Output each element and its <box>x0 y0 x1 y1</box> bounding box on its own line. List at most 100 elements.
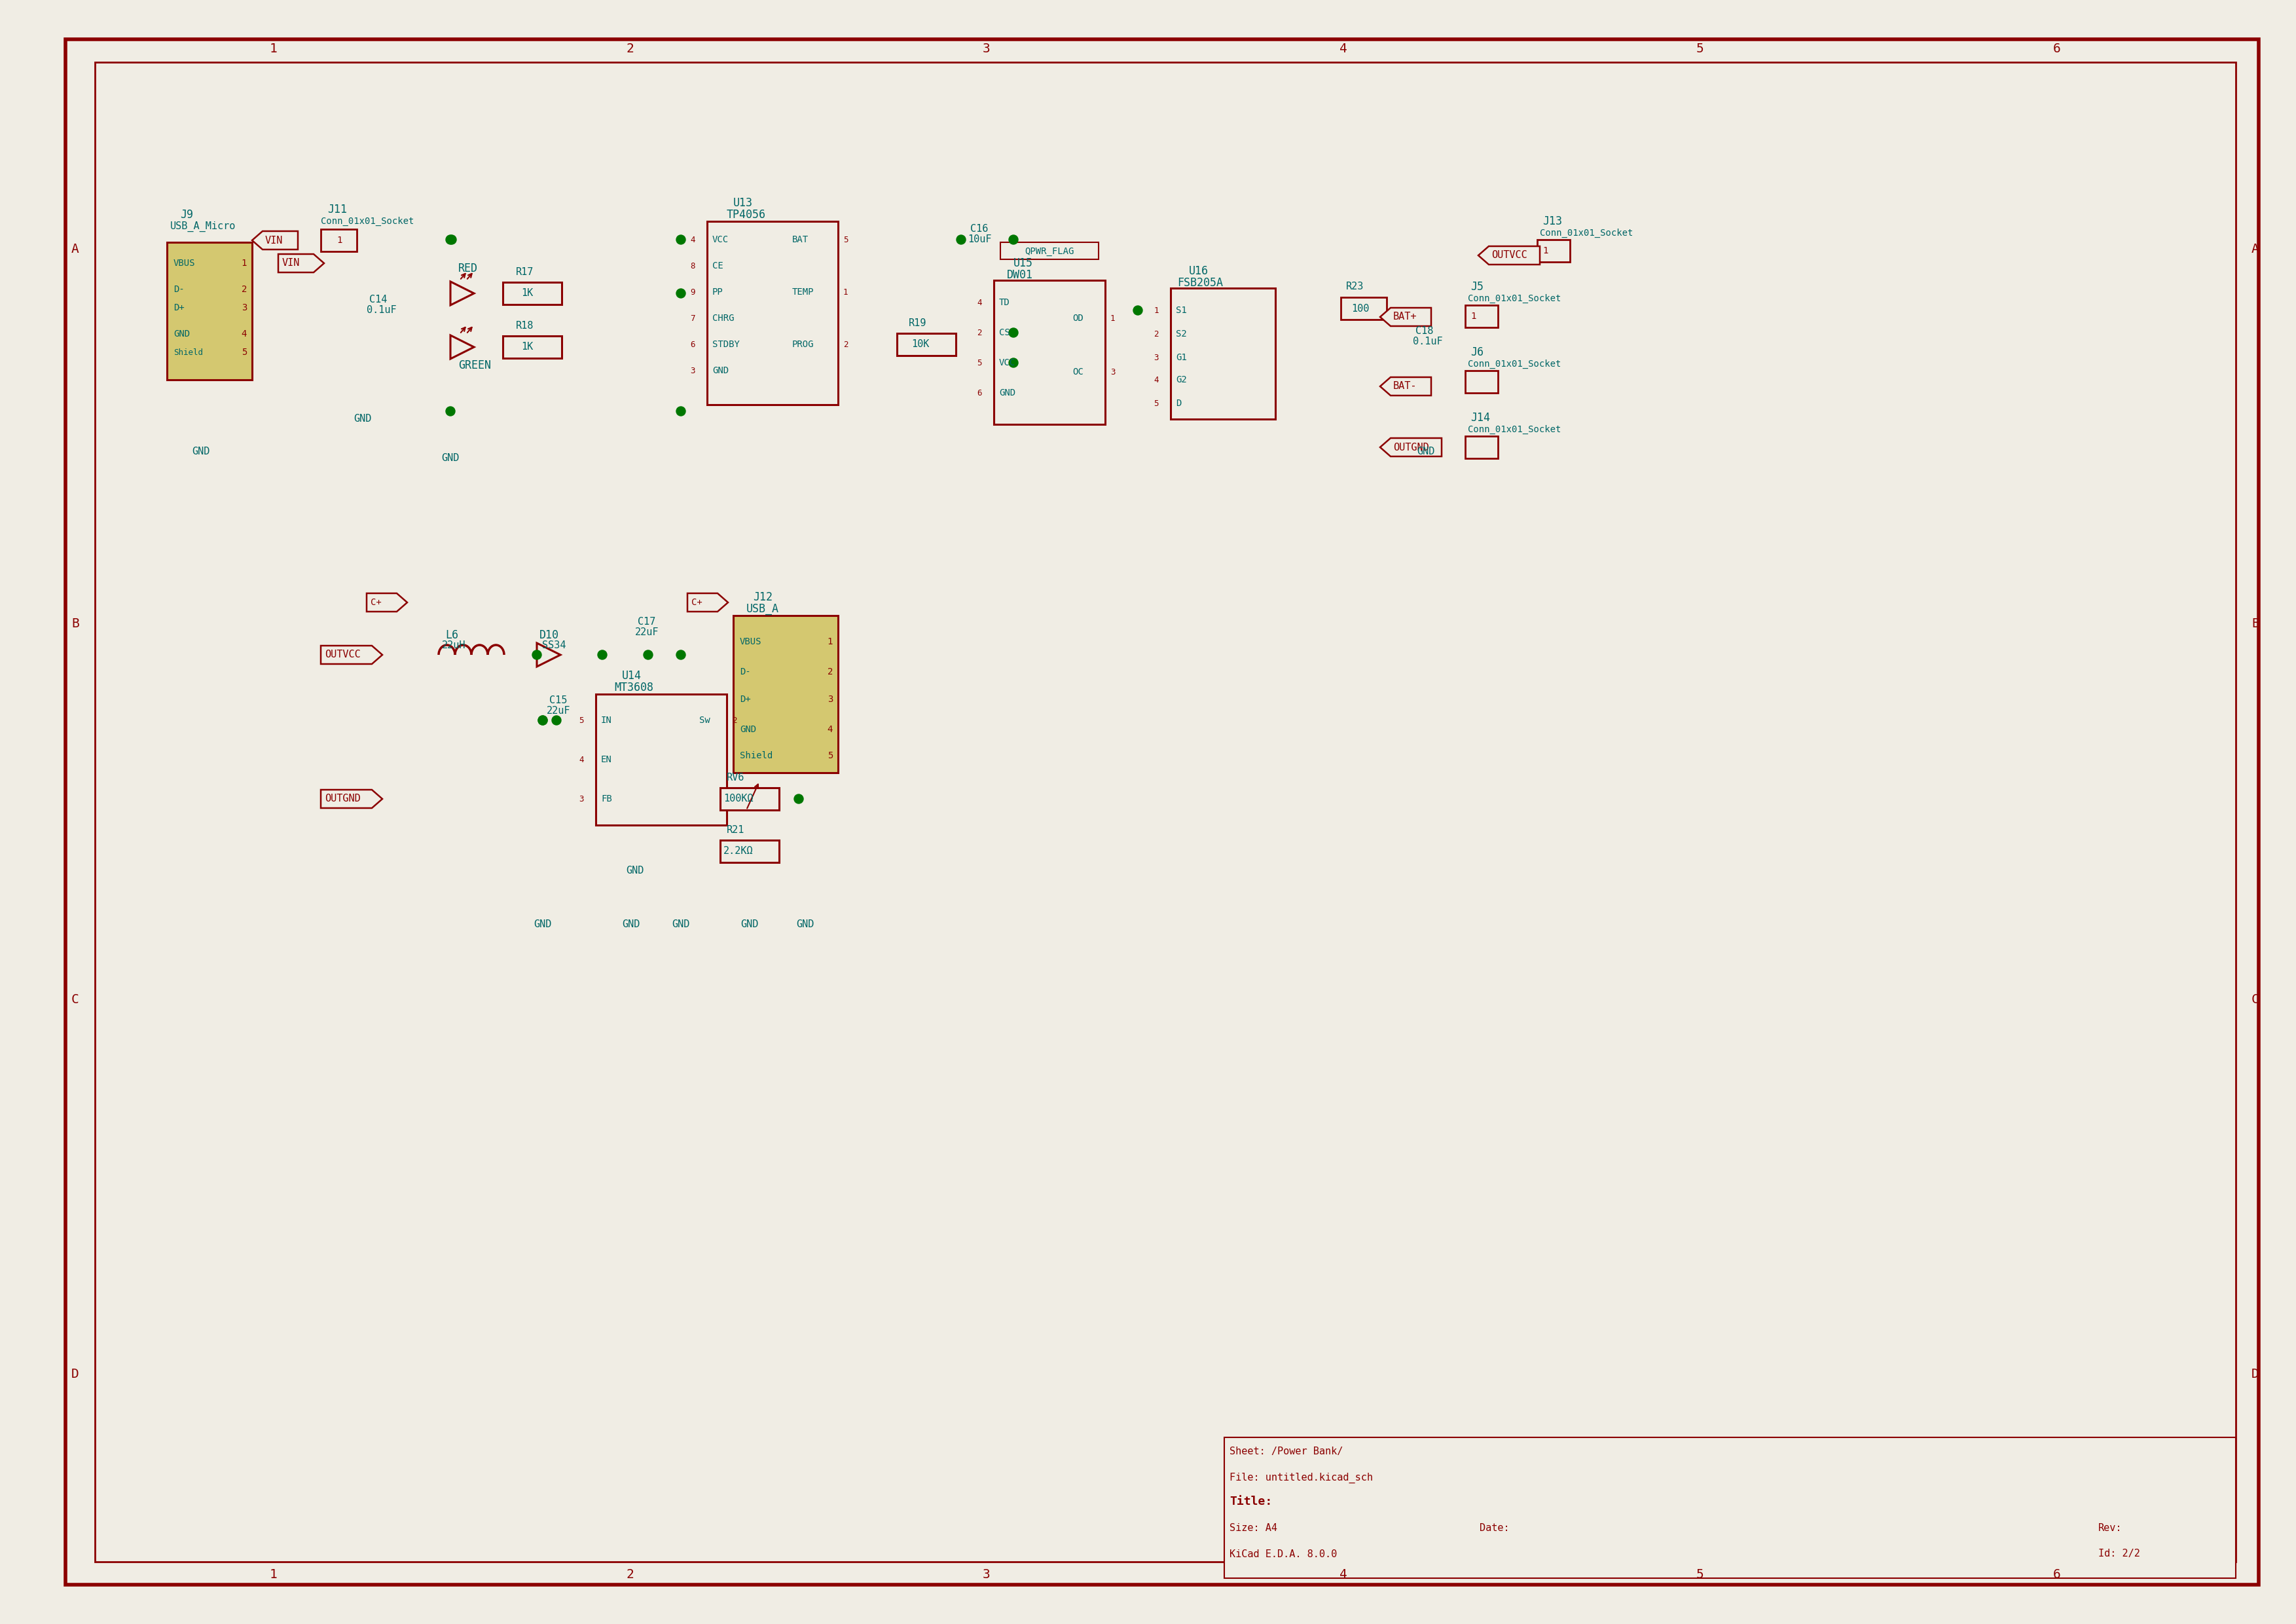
Text: 5: 5 <box>241 348 246 357</box>
Text: GND: GND <box>797 919 815 929</box>
Circle shape <box>1008 359 1017 367</box>
Text: BAT: BAT <box>792 235 808 244</box>
Text: GND: GND <box>533 919 551 929</box>
Circle shape <box>597 650 606 659</box>
Text: R23: R23 <box>1345 283 1364 292</box>
Text: J14: J14 <box>1469 412 1490 424</box>
Bar <box>1224 1437 2236 1579</box>
Text: 22uH: 22uH <box>441 641 466 651</box>
Text: GREEN: GREEN <box>459 359 491 372</box>
Text: 1: 1 <box>1543 247 1548 255</box>
Text: 100: 100 <box>1352 304 1368 313</box>
Text: Conn_01x01_Socket: Conn_01x01_Socket <box>1467 294 1561 304</box>
Circle shape <box>448 235 457 244</box>
Polygon shape <box>1380 309 1430 326</box>
Text: Sw: Sw <box>700 716 709 724</box>
Text: 1: 1 <box>269 42 278 55</box>
Text: GND: GND <box>622 919 641 929</box>
Polygon shape <box>253 231 298 250</box>
Text: D-: D- <box>174 284 184 294</box>
Text: CS: CS <box>999 328 1010 338</box>
Text: OUTGND: OUTGND <box>324 794 360 804</box>
Text: 2: 2 <box>843 339 847 349</box>
Text: GND: GND <box>627 866 643 875</box>
Text: 10K: 10K <box>912 339 930 349</box>
Text: GND: GND <box>673 919 689 929</box>
Text: 4: 4 <box>1339 42 1348 55</box>
Circle shape <box>794 794 804 804</box>
Circle shape <box>537 716 546 724</box>
Text: USB_A: USB_A <box>746 603 778 615</box>
Polygon shape <box>537 643 560 666</box>
Text: 4: 4 <box>579 755 583 763</box>
Circle shape <box>677 235 687 244</box>
Text: D: D <box>2252 1367 2259 1380</box>
Text: D10: D10 <box>540 628 560 641</box>
Text: OUTGND: OUTGND <box>1394 442 1428 451</box>
Circle shape <box>1008 328 1017 338</box>
Text: GND: GND <box>193 447 209 456</box>
Text: KiCad E.D.A. 8.0.0: KiCad E.D.A. 8.0.0 <box>1231 1549 1336 1559</box>
Text: R17: R17 <box>517 266 533 276</box>
Text: GND: GND <box>354 414 372 424</box>
Text: J5: J5 <box>1469 281 1483 292</box>
Text: R18: R18 <box>517 320 533 330</box>
Text: D: D <box>1176 400 1182 408</box>
Polygon shape <box>450 281 473 305</box>
Text: Size: A4: Size: A4 <box>1231 1523 1277 1533</box>
Text: G1: G1 <box>1176 352 1187 362</box>
Circle shape <box>957 235 967 244</box>
Text: VBUS: VBUS <box>174 258 195 268</box>
Circle shape <box>537 716 546 724</box>
Text: 4: 4 <box>241 330 246 338</box>
Text: VBUS: VBUS <box>739 637 762 646</box>
Text: FSB205A: FSB205A <box>1178 278 1224 289</box>
Text: C15: C15 <box>549 695 567 705</box>
Text: CE: CE <box>712 261 723 271</box>
Bar <box>1538 240 1570 261</box>
Text: QPWR_FLAG: QPWR_FLAG <box>1024 247 1075 257</box>
Text: TEMP: TEMP <box>792 287 815 297</box>
Text: 5: 5 <box>1697 1569 1704 1582</box>
Text: G2: G2 <box>1176 375 1187 385</box>
Text: C17: C17 <box>638 617 657 627</box>
Circle shape <box>204 283 227 307</box>
Text: Sheet: /Power Bank/: Sheet: /Power Bank/ <box>1231 1447 1343 1457</box>
Polygon shape <box>687 593 728 612</box>
Text: 9: 9 <box>691 287 696 296</box>
Text: 2: 2 <box>1155 330 1159 338</box>
Text: 4: 4 <box>1155 375 1159 383</box>
Text: SS34: SS34 <box>542 641 567 651</box>
Text: 5: 5 <box>978 359 983 367</box>
Text: GND: GND <box>712 365 728 375</box>
Bar <box>898 333 955 356</box>
Text: 7: 7 <box>691 313 696 323</box>
Text: 1K: 1K <box>521 289 533 299</box>
Bar <box>168 242 253 380</box>
Text: 4: 4 <box>978 299 983 307</box>
Text: L6: L6 <box>445 628 459 641</box>
Text: OUTVCC: OUTVCC <box>324 650 360 659</box>
Text: 6: 6 <box>2053 1569 2062 1582</box>
Text: Shield: Shield <box>174 348 202 357</box>
Text: 0.1uF: 0.1uF <box>367 305 397 315</box>
Text: Title:: Title: <box>1231 1496 1272 1507</box>
Text: 6: 6 <box>691 339 696 349</box>
Text: 2: 2 <box>978 328 983 336</box>
Text: 4: 4 <box>827 724 833 734</box>
Text: A: A <box>2252 244 2259 255</box>
Text: CHRG: CHRG <box>712 313 735 323</box>
Circle shape <box>677 650 687 659</box>
Circle shape <box>677 289 687 297</box>
Text: BAT+: BAT+ <box>1394 312 1417 322</box>
Polygon shape <box>321 789 383 809</box>
Text: 22uF: 22uF <box>636 627 659 638</box>
Text: A: A <box>71 244 78 255</box>
Text: 3: 3 <box>691 367 696 375</box>
Text: RED: RED <box>459 263 478 274</box>
Text: 1: 1 <box>827 637 833 646</box>
Text: 100KΩ: 100KΩ <box>723 794 753 804</box>
Text: U14: U14 <box>622 669 641 682</box>
Bar <box>595 693 728 825</box>
Text: 1: 1 <box>338 235 342 245</box>
